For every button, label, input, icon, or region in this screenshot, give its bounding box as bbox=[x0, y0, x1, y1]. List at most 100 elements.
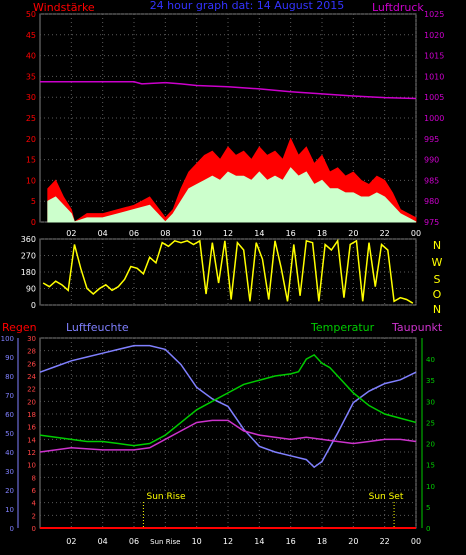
humidity-tick-label: 50 bbox=[5, 430, 14, 438]
direction-series bbox=[42, 238, 414, 304]
pressure-tick-label: 980 bbox=[424, 197, 439, 206]
top-x-tick-label: 10 bbox=[192, 229, 202, 238]
temperature-tick-label: 15 bbox=[426, 462, 435, 470]
bottom-x-tick-label: 06 bbox=[129, 537, 139, 546]
wind-tick-label: 45 bbox=[26, 31, 36, 40]
direction-tick-label: 90 bbox=[26, 285, 36, 294]
bottom-x-tick-label: 04 bbox=[98, 537, 108, 546]
top-x-tick-label: 08 bbox=[160, 229, 170, 238]
wind-series bbox=[47, 137, 417, 223]
top-x-tick-label: 06 bbox=[129, 229, 139, 238]
direction-tick-label: 360 bbox=[21, 235, 36, 244]
compass-o: O bbox=[433, 288, 442, 301]
chart-title: 24 hour graph dat: 14 August 2015 bbox=[150, 0, 345, 12]
direction-tick-label: 270 bbox=[21, 252, 36, 261]
regen-tick-label: 8 bbox=[32, 474, 36, 482]
compass-n-bottom: N bbox=[433, 303, 441, 316]
top-x-tick-label: 22 bbox=[380, 229, 390, 238]
regen-tick-label: 4 bbox=[32, 500, 37, 508]
temperature-tick-label: 30 bbox=[426, 398, 435, 406]
temperature-tick-label: 40 bbox=[426, 356, 435, 364]
wind-axis-label: Windstärke bbox=[33, 1, 95, 14]
direction-tick-label: 180 bbox=[21, 268, 36, 277]
regen-tick-label: 28 bbox=[27, 348, 36, 356]
temperature-tick-label: 35 bbox=[426, 377, 435, 385]
wind-tick-label: 5 bbox=[31, 197, 36, 206]
humidity-tick-label: 0 bbox=[10, 525, 14, 533]
bottom-x-tick-label: 02 bbox=[66, 537, 76, 546]
wind-tick-label: 0 bbox=[31, 218, 36, 227]
regen-tick-label: 30 bbox=[27, 335, 36, 343]
pressure-tick-label: 1015 bbox=[424, 52, 444, 61]
top-x-tick-label: 12 bbox=[223, 229, 233, 238]
temperature-tick-label: 20 bbox=[426, 441, 435, 449]
regen-tick-label: 20 bbox=[27, 398, 36, 406]
top-x-tick-label: 16 bbox=[286, 229, 296, 238]
axis-ticks: 0510152025303540455097598098599099510001… bbox=[1, 10, 445, 546]
humidity-tick-label: 60 bbox=[5, 411, 14, 419]
compass-w: W bbox=[432, 256, 443, 269]
top-x-tick-label: 20 bbox=[348, 229, 358, 238]
regen-label: Regen bbox=[2, 321, 37, 334]
luftfeuchte-label: Luftfeuchte bbox=[66, 321, 129, 334]
wind-tick-label: 15 bbox=[26, 156, 36, 165]
top-x-tick-label: 04 bbox=[98, 229, 108, 238]
climate-series bbox=[39, 344, 417, 529]
bottom-x-tick-label: 14 bbox=[254, 537, 264, 546]
humidity-tick-label: 80 bbox=[5, 373, 14, 381]
humidity-tick-label: 90 bbox=[5, 354, 14, 362]
wind-tick-label: 40 bbox=[26, 52, 36, 61]
top-x-tick-label: 14 bbox=[254, 229, 264, 238]
wind-average-area bbox=[47, 167, 417, 223]
sun-rise-label: Sun Rise bbox=[147, 492, 186, 502]
pressure-tick-label: 975 bbox=[424, 218, 439, 227]
compass-s: S bbox=[434, 273, 441, 286]
temperatur-label: Temperatur bbox=[310, 321, 375, 334]
regen-tick-label: 24 bbox=[27, 373, 36, 381]
pressure-tick-label: 1000 bbox=[424, 114, 444, 123]
bottom-x-tick-label: 16 bbox=[286, 537, 296, 546]
wind-tick-label: 35 bbox=[26, 72, 36, 81]
regen-tick-label: 0 bbox=[32, 525, 36, 533]
pressure-tick-label: 1005 bbox=[424, 93, 444, 102]
wind-tick-label: 10 bbox=[26, 176, 36, 185]
bottom-x-tick-label: 12 bbox=[223, 537, 233, 546]
regen-tick-label: 10 bbox=[27, 462, 36, 470]
bottom-x-tick-label: 18 bbox=[317, 537, 327, 546]
top-x-tick-label: 18 bbox=[317, 229, 327, 238]
pressure-tick-label: 995 bbox=[424, 135, 439, 144]
wind-tick-label: 20 bbox=[26, 135, 36, 144]
pressure-series bbox=[40, 81, 417, 100]
sun-set-label: Sun Set bbox=[369, 492, 404, 502]
pressure-axis-label: Luftdruck bbox=[372, 1, 424, 14]
temperature-tick-label: 0 bbox=[426, 525, 430, 533]
humidity-tick-label: 100 bbox=[1, 335, 14, 343]
bottom-x-tick-label: 20 bbox=[348, 537, 358, 546]
direction-tick-label: 0 bbox=[31, 301, 36, 310]
bottom-x-tick-label: Sun Rise bbox=[150, 538, 180, 546]
humidity-tick-label: 70 bbox=[5, 392, 14, 400]
pressure-tick-label: 1020 bbox=[424, 31, 444, 40]
pressure-tick-label: 990 bbox=[424, 156, 439, 165]
humidity-line bbox=[39, 344, 417, 469]
top-x-tick-label: 02 bbox=[66, 229, 76, 238]
bottom-x-tick-label: 22 bbox=[380, 537, 390, 546]
regen-tick-label: 6 bbox=[32, 487, 37, 495]
pressure-tick-label: 985 bbox=[424, 176, 439, 185]
regen-tick-label: 2 bbox=[32, 512, 36, 520]
temperature-line bbox=[39, 353, 417, 447]
temperature-tick-label: 10 bbox=[426, 483, 435, 491]
regen-tick-label: 26 bbox=[27, 360, 36, 368]
pressure-tick-label: 1025 bbox=[424, 10, 444, 19]
pressure-line bbox=[40, 81, 417, 100]
humidity-tick-label: 40 bbox=[5, 449, 14, 457]
regen-tick-label: 14 bbox=[27, 436, 36, 444]
humidity-tick-label: 20 bbox=[5, 487, 14, 495]
humidity-tick-label: 10 bbox=[5, 506, 14, 514]
regen-tick-label: 18 bbox=[27, 411, 36, 419]
regen-tick-label: 16 bbox=[27, 424, 36, 432]
regen-tick-label: 12 bbox=[27, 449, 36, 457]
dewpoint-line bbox=[39, 419, 417, 453]
humidity-tick-label: 30 bbox=[5, 468, 14, 476]
